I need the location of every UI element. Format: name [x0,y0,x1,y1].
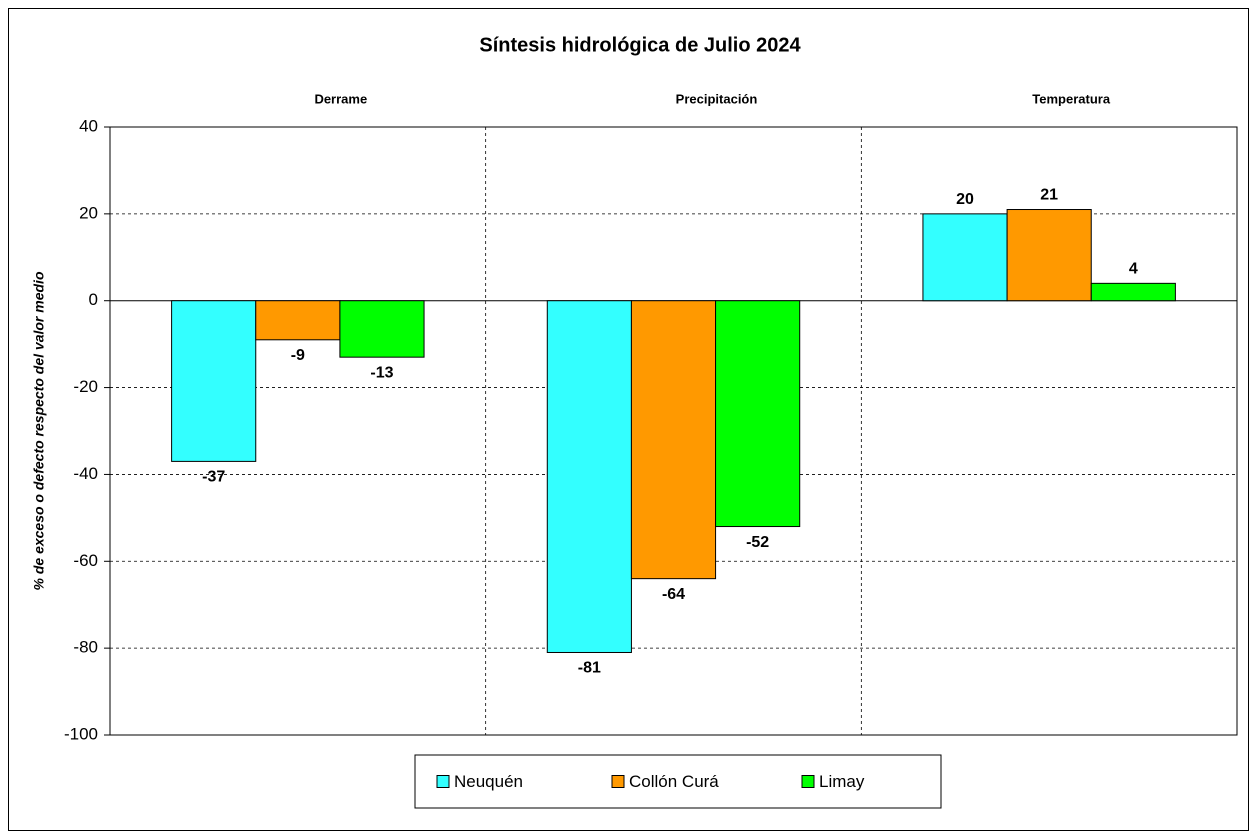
bar [171,300,257,462]
bar [255,300,341,341]
value-label: -37 [202,469,225,486]
y-tick-label: -40 [73,464,98,483]
bar [630,300,717,580]
legend-label: Limay [819,772,865,791]
value-label: -52 [746,534,769,551]
legend-box [414,754,942,809]
y-tick-label: -100 [64,724,98,743]
bar [1006,209,1092,302]
category-label: Temperatura [1032,91,1111,106]
legend-swatch [801,775,815,788]
value-label: 4 [1129,261,1138,278]
legend-swatch [436,775,450,788]
bar [339,300,425,358]
value-label: -81 [578,660,601,677]
bar [1090,282,1176,302]
chart-title: Síntesis hidrológica de Julio 2024 [479,34,801,56]
legend-swatch [611,775,625,788]
y-tick-label: -80 [73,638,98,657]
y-tick-label: 0 [89,290,98,309]
y-axis-label: % de exceso o defecto respecto del valor… [31,271,47,590]
value-label: -13 [370,364,393,381]
value-label: -9 [291,347,305,364]
value-label: -64 [662,586,685,603]
value-label: 20 [956,191,974,208]
plot-frame [109,126,1238,736]
bar [715,300,801,528]
legend-label: Neuquén [454,772,523,791]
y-tick-label: 40 [79,116,98,135]
y-tick-label: -20 [73,377,98,396]
y-tick-label: -60 [73,551,98,570]
category-label: Precipitación [676,91,758,106]
bar [922,213,1008,302]
y-tick-label: 20 [79,203,98,222]
category-label: Derrame [314,91,367,106]
bar [546,300,632,653]
legend-label: Collón Curá [629,772,719,791]
value-label: 21 [1040,187,1058,204]
